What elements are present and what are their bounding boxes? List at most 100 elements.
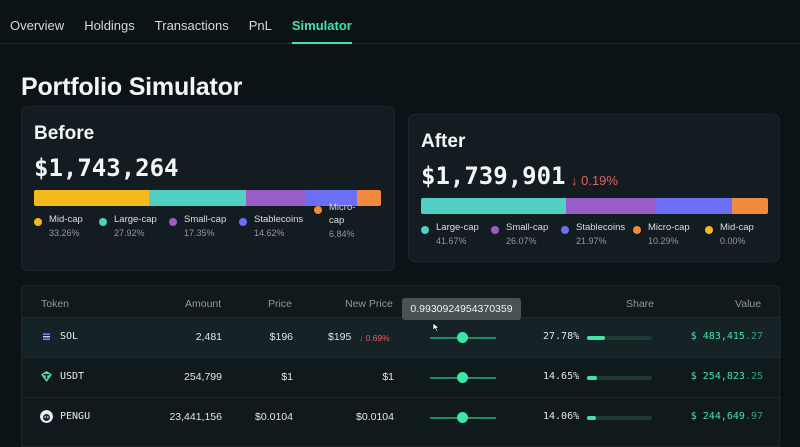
share-bar	[587, 336, 652, 340]
legend-item: Micro-cap 10.29%	[633, 221, 705, 248]
legend-percent: 17.35%	[184, 228, 215, 238]
tab-pnl[interactable]: PnL	[248, 18, 272, 33]
legend-dot	[491, 226, 499, 234]
table-row: PENGU 23,441,156 $0.0104 $0.0104 14.06% …	[22, 397, 781, 437]
legend-label: Stablecoins	[576, 222, 626, 233]
after-change: ↓ 0.19%	[571, 173, 618, 188]
allocation-segment	[246, 190, 307, 206]
tab-simulator[interactable]: Simulator	[291, 0, 352, 44]
legend-item: Mid-cap 0.00%	[705, 221, 765, 248]
legend-percent: 41.67%	[436, 236, 467, 246]
allocation-segment	[421, 198, 566, 214]
share-cell: 14.65%	[543, 371, 580, 382]
legend-label: Large-cap	[114, 214, 157, 225]
pengu-icon	[40, 410, 53, 423]
after-card: After $1,739,901 ↓ 0.19% Large-cap 41.67%…	[408, 114, 780, 262]
before-value: $1,743,264	[34, 154, 179, 182]
legend-item: Large-cap 41.67%	[421, 221, 491, 248]
allocation-segment	[357, 190, 381, 206]
table-row: SOL 2,481 $196 $195 ↓ 0.69% 27.78% $ 483…	[22, 317, 781, 357]
legend-item: Small-cap 26.07%	[491, 221, 561, 248]
legend-label: Micro-cap	[648, 222, 690, 233]
tab-overview[interactable]: Overview	[10, 18, 65, 33]
legend-label: Stablecoins	[254, 214, 304, 225]
before-allocation-bar	[34, 190, 381, 206]
legend-percent: 0.00%	[720, 236, 746, 246]
col-share: Share	[626, 298, 655, 310]
legend-dot	[239, 218, 247, 226]
tab-transactions[interactable]: Transactions	[154, 18, 229, 33]
before-heading: Before	[34, 123, 95, 144]
slider-value-tooltip: 0.9930924954370359	[402, 298, 521, 320]
after-heading: After	[421, 131, 466, 152]
tab-holdings[interactable]: Holdings	[84, 18, 135, 33]
share-bar	[587, 376, 652, 380]
token-name: PENGU	[60, 411, 91, 422]
legend-label: Large-cap	[436, 222, 479, 233]
price-cell: $1	[281, 371, 293, 383]
amount-cell: 254,799	[184, 371, 222, 383]
legend-item: Large-cap 27.92%	[99, 213, 169, 241]
legend-dot	[34, 218, 42, 226]
legend-label: Mid-cap	[720, 222, 754, 233]
share-cell: 27.78%	[543, 331, 580, 342]
allocation-segment	[565, 198, 657, 214]
share-bar-fill	[587, 336, 606, 340]
share-bar-fill	[587, 376, 597, 380]
after-value: $1,739,901	[421, 162, 566, 190]
col-value: Value	[735, 298, 762, 310]
col-token: Token	[41, 298, 70, 310]
legend-item: Mid-cap 33.26%	[34, 213, 99, 241]
token-name: SOL	[60, 331, 79, 342]
legend-label: Micro-cap	[329, 202, 356, 226]
legend-percent: 21.97%	[576, 236, 607, 246]
legend-percent: 26.07%	[506, 236, 537, 246]
price-slider-thumb[interactable]	[457, 412, 468, 423]
share-cell: 14.06%	[543, 411, 580, 422]
price-slider-thumb[interactable]	[457, 332, 468, 343]
col-new-price: New Price	[345, 298, 393, 310]
allocation-segment	[306, 190, 358, 206]
legend-dot	[169, 218, 177, 226]
legend-label: Small-cap	[506, 222, 549, 233]
legend-dot	[421, 226, 429, 234]
col-amount: Amount	[185, 298, 222, 310]
new-price-cell: $1	[382, 371, 394, 383]
value-cell: $ 244,649.97	[690, 411, 763, 422]
mouse-pointer-icon	[432, 322, 440, 333]
page-title: Portfolio Simulator	[21, 73, 243, 101]
share-bar	[587, 416, 652, 420]
amount-cell: 2,481	[195, 331, 222, 343]
value-cell: $ 254,823.25	[690, 371, 763, 382]
legend-dot	[99, 218, 107, 226]
token-name: USDT	[60, 371, 85, 382]
share-bar-fill	[587, 416, 597, 420]
legend-item: Small-cap 17.35%	[169, 213, 239, 241]
col-price: Price	[268, 298, 292, 310]
price-slider-thumb[interactable]	[457, 372, 468, 383]
before-legend: Mid-cap 33.26% Large-cap 27.92% Small-cap 17.…	[34, 202, 366, 241]
legend-percent: 33.26%	[49, 228, 80, 238]
amount-cell: 23,441,156	[169, 411, 222, 423]
after-legend: Large-cap 41.67% Small-cap 26.07% Stablecoin…	[421, 221, 765, 248]
legend-dot	[705, 226, 713, 234]
price-cell: $0.0104	[255, 411, 293, 423]
legend-dot	[633, 226, 641, 234]
sol-icon	[40, 330, 53, 343]
usdt-icon	[41, 371, 52, 382]
legend-percent: 10.29%	[648, 236, 679, 246]
new-price-change: ↓ 0.69%	[359, 333, 390, 343]
before-card: Before $1,743,264 Mid-cap 33.26% Large-cap…	[21, 106, 395, 271]
legend-percent: 27.92%	[114, 228, 145, 238]
top-nav: Overview Holdings Transactions PnL Simul…	[0, 0, 800, 44]
value-cell: $ 483,415.27	[690, 331, 763, 342]
legend-item: Stablecoins 14.62%	[239, 213, 314, 241]
legend-percent: 6.84%	[329, 229, 355, 239]
legend-label: Small-cap	[184, 214, 227, 225]
new-price-cell: $195	[328, 331, 352, 343]
table-row: USDT 254,799 $1 $1 14.65% $ 254,823.25	[22, 357, 781, 397]
new-price-cell: $0.0104	[356, 411, 394, 423]
legend-item: Micro-cap 6.84%	[314, 201, 366, 241]
legend-label: Mid-cap	[49, 214, 83, 225]
allocation-segment	[656, 198, 733, 214]
